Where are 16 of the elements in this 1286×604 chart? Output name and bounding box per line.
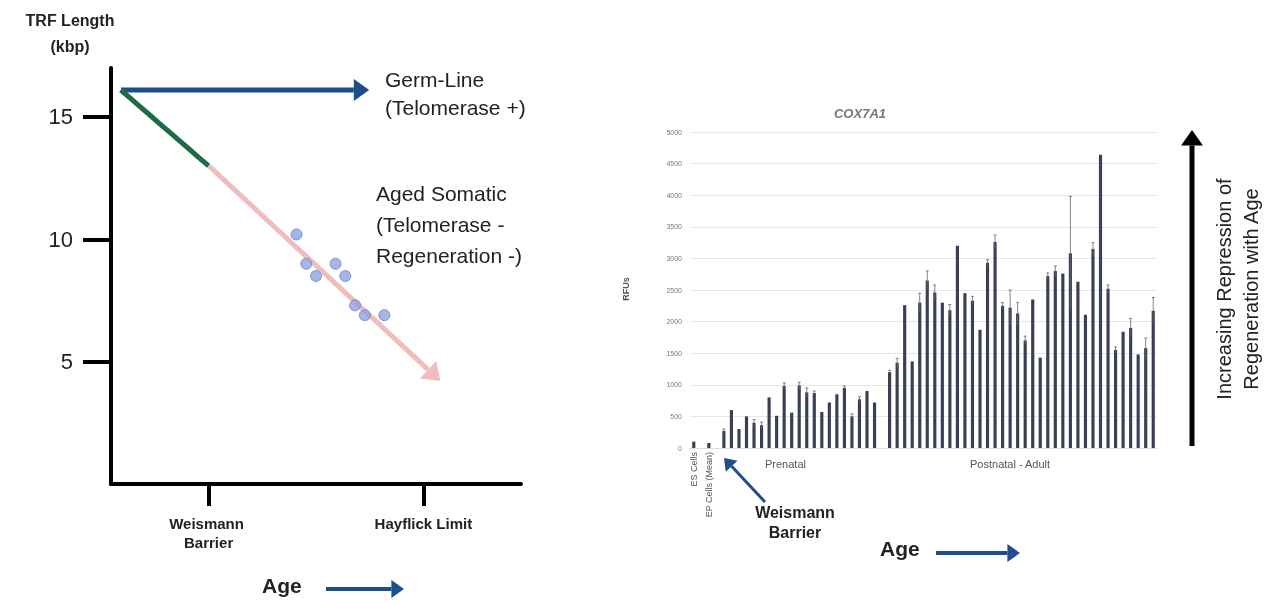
x-axis-title: Age <box>262 574 302 598</box>
x-tick-label: EP Cells (Mean) <box>703 452 714 518</box>
x-tick-label: ES Cells <box>688 451 699 487</box>
text: Increasing Repression of Regeneration with Age <box>1212 177 1263 402</box>
y-tick-label: 15 <box>48 104 73 130</box>
annotation: Aged Somatic (Telomerase - Regeneration -) <box>376 181 523 269</box>
text: Postnatal - Adult <box>970 458 1051 470</box>
annotation: Germ-Line (Telomerase +) <box>385 67 527 121</box>
x-tick-label: Hayflick Limit <box>374 515 473 532</box>
y-tick-label: 10 <box>48 226 73 252</box>
y-axis-title: RFUs <box>620 277 631 301</box>
y-tick-label: 5 <box>60 349 73 375</box>
text: Prenatal <box>765 458 806 470</box>
x-axis-title: Age <box>880 537 920 561</box>
y-axis-title: TRF Length (kbp) <box>24 11 116 57</box>
chart-title: COX7A1 <box>833 106 887 121</box>
